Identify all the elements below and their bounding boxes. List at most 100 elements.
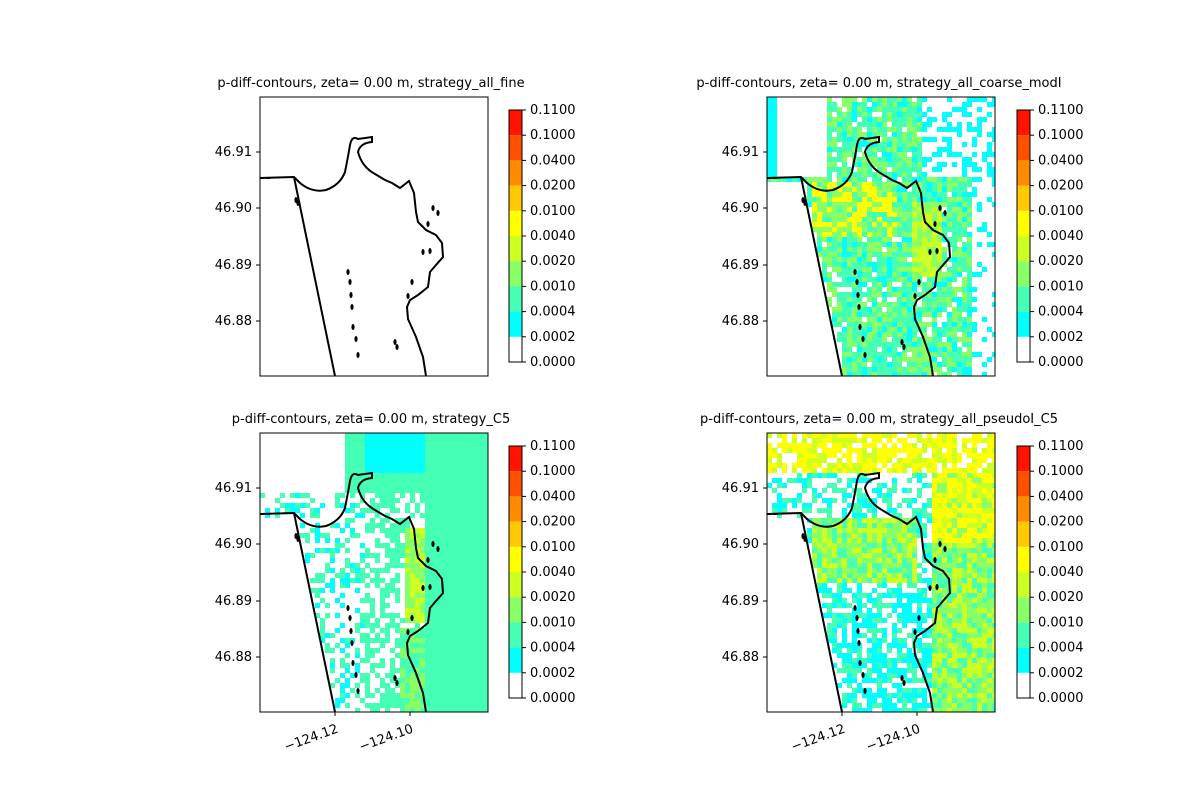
field-cell bbox=[967, 593, 972, 598]
field-cell bbox=[485, 438, 488, 443]
field-cell bbox=[977, 668, 982, 673]
field-cell bbox=[927, 367, 932, 372]
field-cell bbox=[807, 503, 812, 508]
field-cell bbox=[827, 548, 832, 553]
field-cell bbox=[862, 247, 867, 252]
field-cell bbox=[992, 698, 995, 703]
field-cell bbox=[320, 548, 325, 553]
field-cell bbox=[932, 563, 937, 568]
field-cell bbox=[410, 543, 415, 548]
field-cell bbox=[957, 658, 962, 663]
field-cell bbox=[450, 558, 455, 563]
field-cell bbox=[410, 638, 415, 643]
field-cell bbox=[837, 127, 842, 132]
field-cell bbox=[365, 693, 370, 698]
field-cell bbox=[837, 257, 842, 262]
field-cell bbox=[942, 638, 947, 643]
field-cell bbox=[867, 372, 872, 376]
field-cell bbox=[842, 172, 847, 177]
field-cell bbox=[430, 528, 435, 533]
field-cell bbox=[962, 628, 967, 633]
field-cell bbox=[932, 237, 937, 242]
field-cell bbox=[465, 448, 470, 453]
field-cell bbox=[857, 262, 862, 267]
field-cell bbox=[355, 533, 360, 538]
field-cell bbox=[927, 603, 932, 608]
field-cell bbox=[842, 643, 847, 648]
field-cell bbox=[772, 157, 777, 162]
field-cell bbox=[852, 317, 857, 322]
field-cell bbox=[360, 543, 365, 548]
field-cell bbox=[310, 513, 315, 518]
field-cell bbox=[932, 337, 937, 342]
field-cell bbox=[857, 192, 862, 197]
colorbar-segment bbox=[509, 261, 522, 287]
field-cell bbox=[440, 433, 445, 438]
field-cell bbox=[857, 578, 862, 583]
field-cell bbox=[817, 558, 822, 563]
field-cell bbox=[917, 643, 922, 648]
field-cell bbox=[887, 157, 892, 162]
field-cell bbox=[862, 563, 867, 568]
field-cell bbox=[987, 488, 992, 493]
field-cell bbox=[917, 182, 922, 187]
field-cell bbox=[867, 97, 872, 102]
field-cell bbox=[455, 653, 460, 658]
field-cell bbox=[425, 483, 430, 488]
field-cell bbox=[952, 518, 957, 523]
field-cell bbox=[420, 553, 425, 558]
field-cell bbox=[772, 488, 777, 493]
field-cell bbox=[897, 367, 902, 372]
island bbox=[350, 640, 354, 646]
field-cell bbox=[972, 473, 977, 478]
field-cell bbox=[767, 443, 772, 448]
field-cell bbox=[952, 668, 957, 673]
field-cell bbox=[882, 107, 887, 112]
field-cell bbox=[842, 112, 847, 117]
field-cell bbox=[817, 177, 822, 182]
field-cell bbox=[465, 493, 470, 498]
field-cell bbox=[300, 533, 305, 538]
field-cell bbox=[872, 648, 877, 653]
field-cell bbox=[852, 287, 857, 292]
field-cell bbox=[867, 217, 872, 222]
field-cell bbox=[932, 678, 937, 683]
field-cell bbox=[932, 367, 937, 372]
field-cell bbox=[917, 177, 922, 182]
island bbox=[938, 541, 942, 547]
field-cell bbox=[892, 117, 897, 122]
field-cell bbox=[927, 217, 932, 222]
field-cell bbox=[425, 568, 430, 573]
field-cell bbox=[842, 357, 847, 362]
colorbar-segment bbox=[509, 471, 522, 497]
field-cell bbox=[385, 433, 390, 438]
field-cell bbox=[465, 613, 470, 618]
field-cell bbox=[415, 643, 420, 648]
field-cell bbox=[872, 242, 877, 247]
colorbar-segment bbox=[1017, 311, 1030, 337]
field-cell bbox=[922, 227, 927, 232]
field-cell bbox=[852, 117, 857, 122]
field-cell bbox=[907, 242, 912, 247]
island bbox=[354, 672, 358, 678]
field-cell bbox=[902, 252, 907, 257]
field-cell bbox=[837, 212, 842, 217]
field-cell bbox=[957, 212, 962, 217]
field-cell bbox=[897, 372, 902, 376]
field-cell bbox=[912, 257, 917, 262]
field-cell bbox=[375, 513, 380, 518]
field-cell bbox=[370, 568, 375, 573]
field-cell bbox=[937, 573, 942, 578]
field-cell bbox=[897, 673, 902, 678]
field-cell bbox=[455, 658, 460, 663]
field-cell bbox=[385, 563, 390, 568]
field-cell bbox=[957, 608, 962, 613]
field-cell bbox=[862, 443, 867, 448]
field-cell bbox=[807, 192, 812, 197]
field-cell bbox=[320, 638, 325, 643]
field-cell bbox=[425, 663, 430, 668]
field-cell bbox=[942, 558, 947, 563]
field-cell bbox=[405, 658, 410, 663]
field-cell bbox=[907, 262, 912, 267]
field-cell bbox=[837, 222, 842, 227]
